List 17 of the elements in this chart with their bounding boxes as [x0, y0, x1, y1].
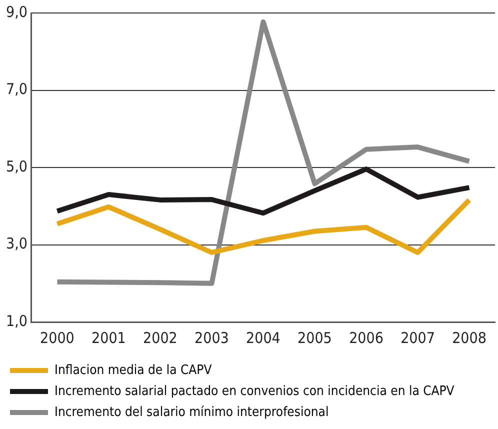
- y-tick-label: 3,0: [6, 234, 28, 253]
- y-tick-label: 5,0: [6, 157, 28, 176]
- y-tick-label: 7,0: [6, 80, 28, 98]
- y-tick-label: 9,0: [6, 2, 28, 21]
- legend-label: Inflacion media de la CAPV: [54, 362, 212, 378]
- x-tick-label: 2002: [143, 328, 178, 347]
- legend-label: Incremento del salario mínimo interprofesional: [54, 404, 329, 420]
- x-tick-label: 2004: [246, 328, 280, 347]
- y-tick-label: 1,0: [6, 312, 28, 330]
- x-tick-label: 2008: [452, 328, 486, 347]
- x-tick-label: 2005: [298, 328, 332, 347]
- x-tick-label: 2006: [349, 328, 384, 347]
- x-tick-label: 2000: [40, 328, 74, 347]
- x-tick-label: 2003: [194, 328, 229, 347]
- legend-label: Incremento salarial pactado en convenios con incidencia en la CAPV: [54, 384, 454, 399]
- x-tick-label: 2007: [400, 328, 435, 347]
- x-tick-label: 2001: [92, 328, 126, 347]
